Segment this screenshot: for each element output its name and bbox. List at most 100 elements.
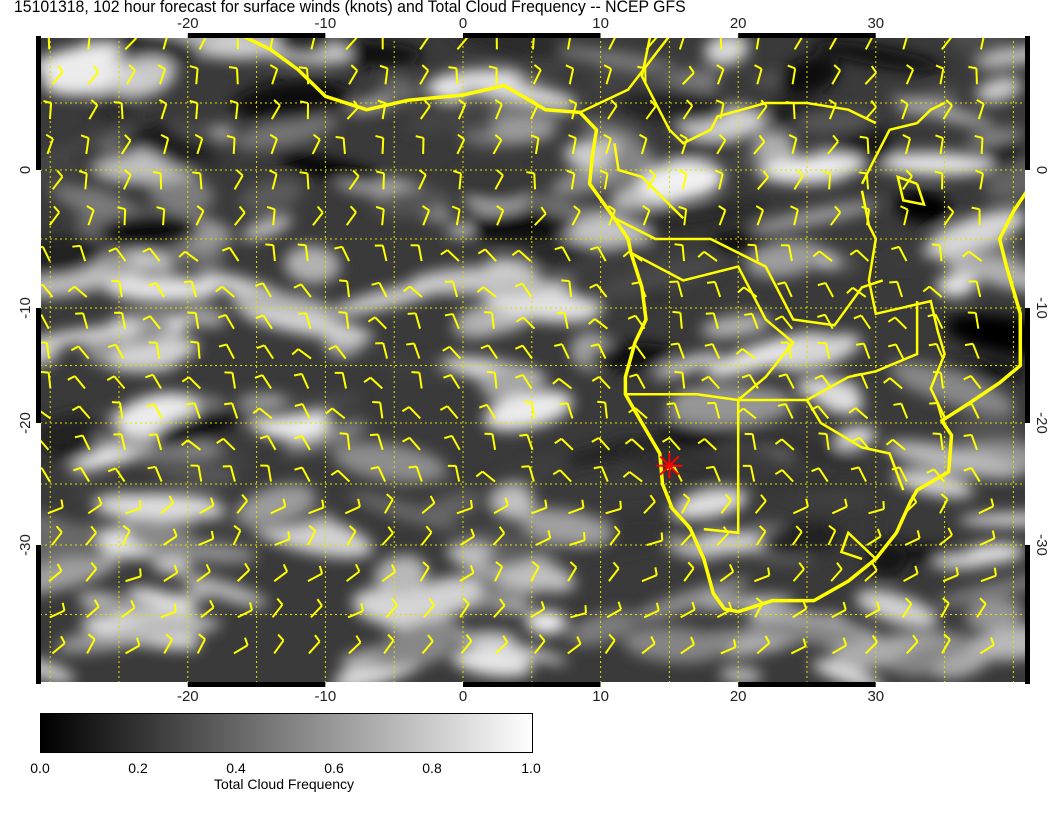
barb-flag [421,205,430,212]
barb-flag [832,134,839,143]
barb-staff [347,610,364,619]
wind-barb [312,205,324,226]
barb-staff [818,250,833,262]
barb-staff [865,608,880,619]
wind-barb [183,280,198,298]
barb-staff [160,502,174,515]
barb-staff [81,434,91,451]
lon-tick-label-top: 30 [867,15,884,32]
barb-staff [419,69,430,85]
barb-staff [716,608,732,619]
star-stroke [659,455,680,476]
barb-staff [494,103,503,120]
barb-staff [754,602,764,618]
barb-staff [273,639,285,655]
wind-barb [43,99,53,120]
barb-staff [126,69,136,85]
wind-barb [236,493,248,514]
barb-flag [853,314,862,320]
barb-staff [608,209,616,226]
barb-staff [458,173,463,190]
barb-staff [381,137,385,154]
barb-flag [198,633,206,640]
barb-flag [210,497,215,506]
wind-barb [627,314,646,330]
barb-flag [55,525,63,533]
barb-flag [842,637,848,646]
barb-staff [605,138,612,155]
wind-barb [853,314,872,330]
wind-barb [628,344,646,360]
wind-barb [697,250,718,262]
africa-coastline [238,36,1026,614]
wind-barb [328,344,347,360]
wind-barb [443,373,461,390]
cloud-blob [329,279,454,316]
wind-barb [70,345,90,360]
barb-flag [458,98,466,106]
barb-flag [608,633,616,641]
barb-staff [163,138,170,155]
barb-flag [375,170,385,175]
wind-barb [716,601,733,619]
wind-barb [72,466,90,483]
wind-barb [932,432,944,450]
barb-flag [610,99,618,107]
wind-barb [369,433,384,451]
barb-flag [224,402,233,406]
wind-barb [381,526,394,546]
country-border [625,251,795,402]
barb-staff [459,603,470,618]
wind-barb [418,169,427,190]
wind-barb [157,64,166,85]
barb-staff [193,402,201,419]
wind-barb [254,374,272,390]
cloud-blob [40,324,146,346]
barb-flag [530,98,539,106]
wind-barb [868,500,885,515]
barb-flag [53,205,60,213]
barb-staff [454,465,461,482]
barb-staff [87,71,100,85]
barb-staff [568,280,573,298]
barb-staff [51,642,66,655]
wind-barb [47,499,64,515]
barb-flag [855,342,865,346]
barb-flag [402,436,411,443]
barb-flag [479,403,488,409]
barb-staff [518,249,532,262]
barb-flag [747,243,756,247]
wind-barb [293,283,312,298]
wind-barb [195,205,205,226]
wind-barb [271,597,284,618]
barb-staff [149,315,161,330]
barb-flag [496,205,504,212]
barb-staff [263,344,275,360]
barb-staff [866,535,882,546]
barb-flag [338,311,347,314]
barb-flag [686,526,694,534]
cloud-blob [463,527,562,557]
barb-staff [162,535,178,546]
cloud-blob [519,508,612,546]
barb-staff [975,281,982,298]
lon-tick-label-top: -20 [177,15,199,32]
barb-staff [631,438,645,451]
barb-staff [571,138,577,155]
barb-flag [678,169,687,175]
wind-barb [591,375,611,390]
barb-staff [308,506,324,515]
barb-flag [911,494,918,503]
wind-barb [145,373,162,390]
barb-staff [311,139,321,155]
lon-tick-label-bottom: 0 [459,688,467,705]
barb-staff [374,316,388,330]
wind-barb [451,205,461,226]
barb-flag [294,466,303,471]
barb-flag [666,402,675,406]
wind-barb [928,342,944,359]
wind-barb [346,525,357,546]
barb-flag [56,563,63,572]
barb-staff [645,105,657,120]
barb-staff [45,342,50,359]
